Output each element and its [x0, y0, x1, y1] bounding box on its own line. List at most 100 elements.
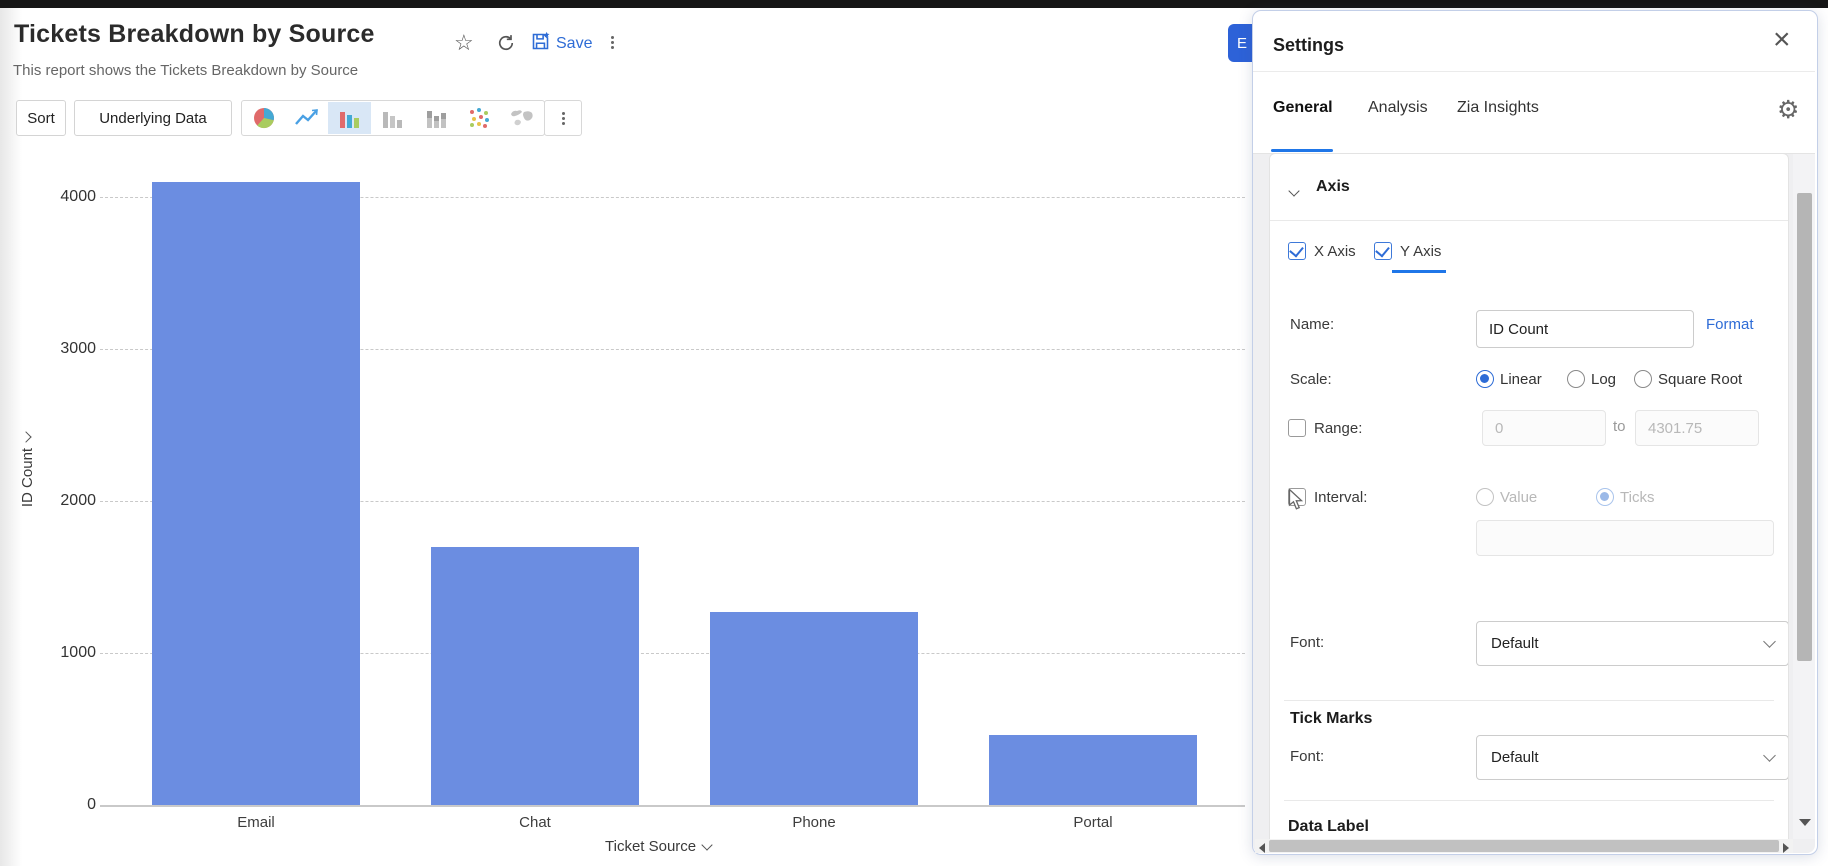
chart-type-switcher: [241, 100, 545, 136]
x-axis-checkbox[interactable]: [1288, 242, 1306, 260]
divider: [1284, 700, 1774, 701]
browser-top-strip: [0, 0, 1828, 8]
y-axis-checkbox-label: Y Axis: [1400, 243, 1442, 260]
active-tab-underline: [1271, 149, 1333, 152]
scale-square-root-radio[interactable]: [1634, 370, 1652, 388]
tick-marks-font-label: Font:: [1290, 748, 1325, 765]
bar-chart-gray-icon[interactable]: [371, 102, 414, 134]
axis-font-value: Default: [1491, 635, 1539, 652]
range-label: Range:: [1314, 420, 1363, 437]
report-subtitle: This report shows the Tickets Breakdown …: [13, 62, 359, 79]
map-chart-icon[interactable]: [500, 102, 543, 134]
favorite-star-icon[interactable]: ☆: [454, 30, 474, 55]
gridline: [100, 500, 1245, 502]
interval-ticks-label: Ticks: [1620, 489, 1655, 506]
y-tick-label: 0: [87, 796, 96, 813]
page-title: Tickets Breakdown by Source: [14, 20, 375, 48]
chevron-down-icon: [1763, 749, 1776, 762]
scale-log-radio[interactable]: [1567, 370, 1585, 388]
collapse-axis-icon[interactable]: [1288, 182, 1300, 200]
interval-value-label: Value: [1500, 489, 1538, 506]
save-button[interactable]: Save: [530, 31, 592, 57]
chevron-down-icon: [701, 839, 713, 851]
y-tick-label: 3000: [60, 339, 96, 357]
chart-type-more-icon[interactable]: [544, 100, 582, 136]
line-chart-icon[interactable]: [285, 102, 328, 134]
title-more-options-icon[interactable]: [611, 34, 614, 51]
scatter-chart-icon[interactable]: [457, 102, 500, 134]
scroll-down-arrow-icon[interactable]: [1799, 819, 1811, 826]
tab-zia-insights[interactable]: Zia Insights: [1457, 99, 1539, 116]
settings-panel-title: Settings: [1273, 35, 1345, 55]
y-axis-active-underline: [1392, 270, 1446, 273]
save-icon: [530, 31, 551, 57]
interval-label: Interval:: [1314, 489, 1368, 506]
axis-font-dropdown[interactable]: Default: [1476, 621, 1788, 666]
chart-bar-email[interactable]: [152, 182, 360, 805]
axis-name-input[interactable]: ID Count: [1476, 310, 1694, 348]
vertical-scrollbar-thumb[interactable]: [1797, 193, 1812, 661]
pie-chart-icon[interactable]: [242, 102, 285, 134]
tick-marks-section-title: Tick Marks: [1290, 710, 1373, 727]
y-tick-label: 1000: [60, 643, 96, 661]
range-from-input[interactable]: 0: [1482, 410, 1606, 446]
mouse-cursor: [1288, 488, 1305, 516]
range-checkbox[interactable]: [1288, 419, 1306, 437]
format-link[interactable]: Format: [1706, 316, 1754, 333]
scroll-left-arrow-icon[interactable]: [1259, 843, 1265, 853]
chart-bar-portal[interactable]: [989, 735, 1197, 805]
gridline: [100, 348, 1245, 350]
divider: [1284, 800, 1774, 801]
interval-value-input[interactable]: [1476, 520, 1774, 556]
scale-linear-radio[interactable]: [1476, 370, 1494, 388]
scale-linear-label: Linear: [1500, 371, 1542, 388]
x-axis-label-email: Email: [237, 814, 275, 831]
range-to-input[interactable]: 4301.75: [1635, 410, 1759, 446]
general-settings-card: Axis X Axis Y Axis Name: ID Count Format…: [1269, 153, 1789, 841]
y-axis-checkbox[interactable]: [1374, 242, 1392, 260]
name-label: Name:: [1290, 316, 1335, 333]
scale-label: Scale:: [1290, 371, 1332, 388]
y-tick-label: 4000: [60, 187, 96, 205]
x-axis-label-chat: Chat: [519, 814, 551, 831]
scroll-right-arrow-icon[interactable]: [1783, 843, 1789, 853]
x-axis-title[interactable]: Ticket Source: [605, 838, 713, 855]
tick-marks-font-value: Default: [1491, 749, 1539, 766]
tab-analysis[interactable]: Analysis: [1368, 99, 1428, 116]
x-axis-label-phone: Phone: [792, 814, 836, 831]
sort-button[interactable]: Sort: [16, 100, 66, 136]
left-edge-shadow: [0, 8, 22, 866]
scale-square-root-label: Square Root: [1658, 371, 1743, 388]
x-axis-line: [100, 805, 1245, 807]
axis-section-title: Axis: [1316, 178, 1350, 195]
bar-chart-icon[interactable]: [328, 102, 371, 134]
chevron-down-icon: [19, 431, 32, 443]
y-axis-title[interactable]: ID Count: [17, 385, 37, 555]
y-tick-label: 2000: [60, 491, 96, 509]
chart-bar-chat[interactable]: [431, 546, 639, 805]
x-axis-label-portal: Portal: [1073, 814, 1113, 831]
interval-ticks-radio[interactable]: [1596, 488, 1614, 506]
refresh-icon[interactable]: [496, 33, 516, 57]
gridline: [100, 196, 1245, 198]
gridline: [100, 652, 1245, 654]
tick-marks-font-dropdown[interactable]: Default: [1476, 735, 1788, 780]
bar-chart: ID Count Ticket Source 0 1000 2000 3000 4000…: [0, 140, 1260, 866]
x-axis-title-label: Ticket Source: [605, 838, 697, 855]
settings-panel: Settings × General Analysis Zia Insights…: [1252, 10, 1818, 855]
chevron-down-icon: [1763, 635, 1776, 648]
stacked-bar-chart-icon[interactable]: [414, 102, 457, 134]
save-label: Save: [556, 35, 593, 52]
close-icon[interactable]: ×: [1773, 23, 1791, 56]
interval-value-radio[interactable]: [1476, 488, 1494, 506]
divider: [1253, 71, 1815, 72]
tab-general[interactable]: General: [1273, 99, 1333, 116]
horizontal-scrollbar-thumb[interactable]: [1269, 840, 1779, 852]
chart-bar-phone[interactable]: [710, 611, 918, 805]
data-label-section-title: Data Label: [1288, 818, 1369, 835]
range-to-word: to: [1613, 418, 1626, 435]
underlying-data-button[interactable]: Underlying Data: [74, 100, 232, 136]
x-axis-checkbox-label: X Axis: [1314, 243, 1356, 260]
axis-font-label: Font:: [1290, 634, 1325, 651]
gear-icon[interactable]: ⚙: [1777, 96, 1800, 124]
